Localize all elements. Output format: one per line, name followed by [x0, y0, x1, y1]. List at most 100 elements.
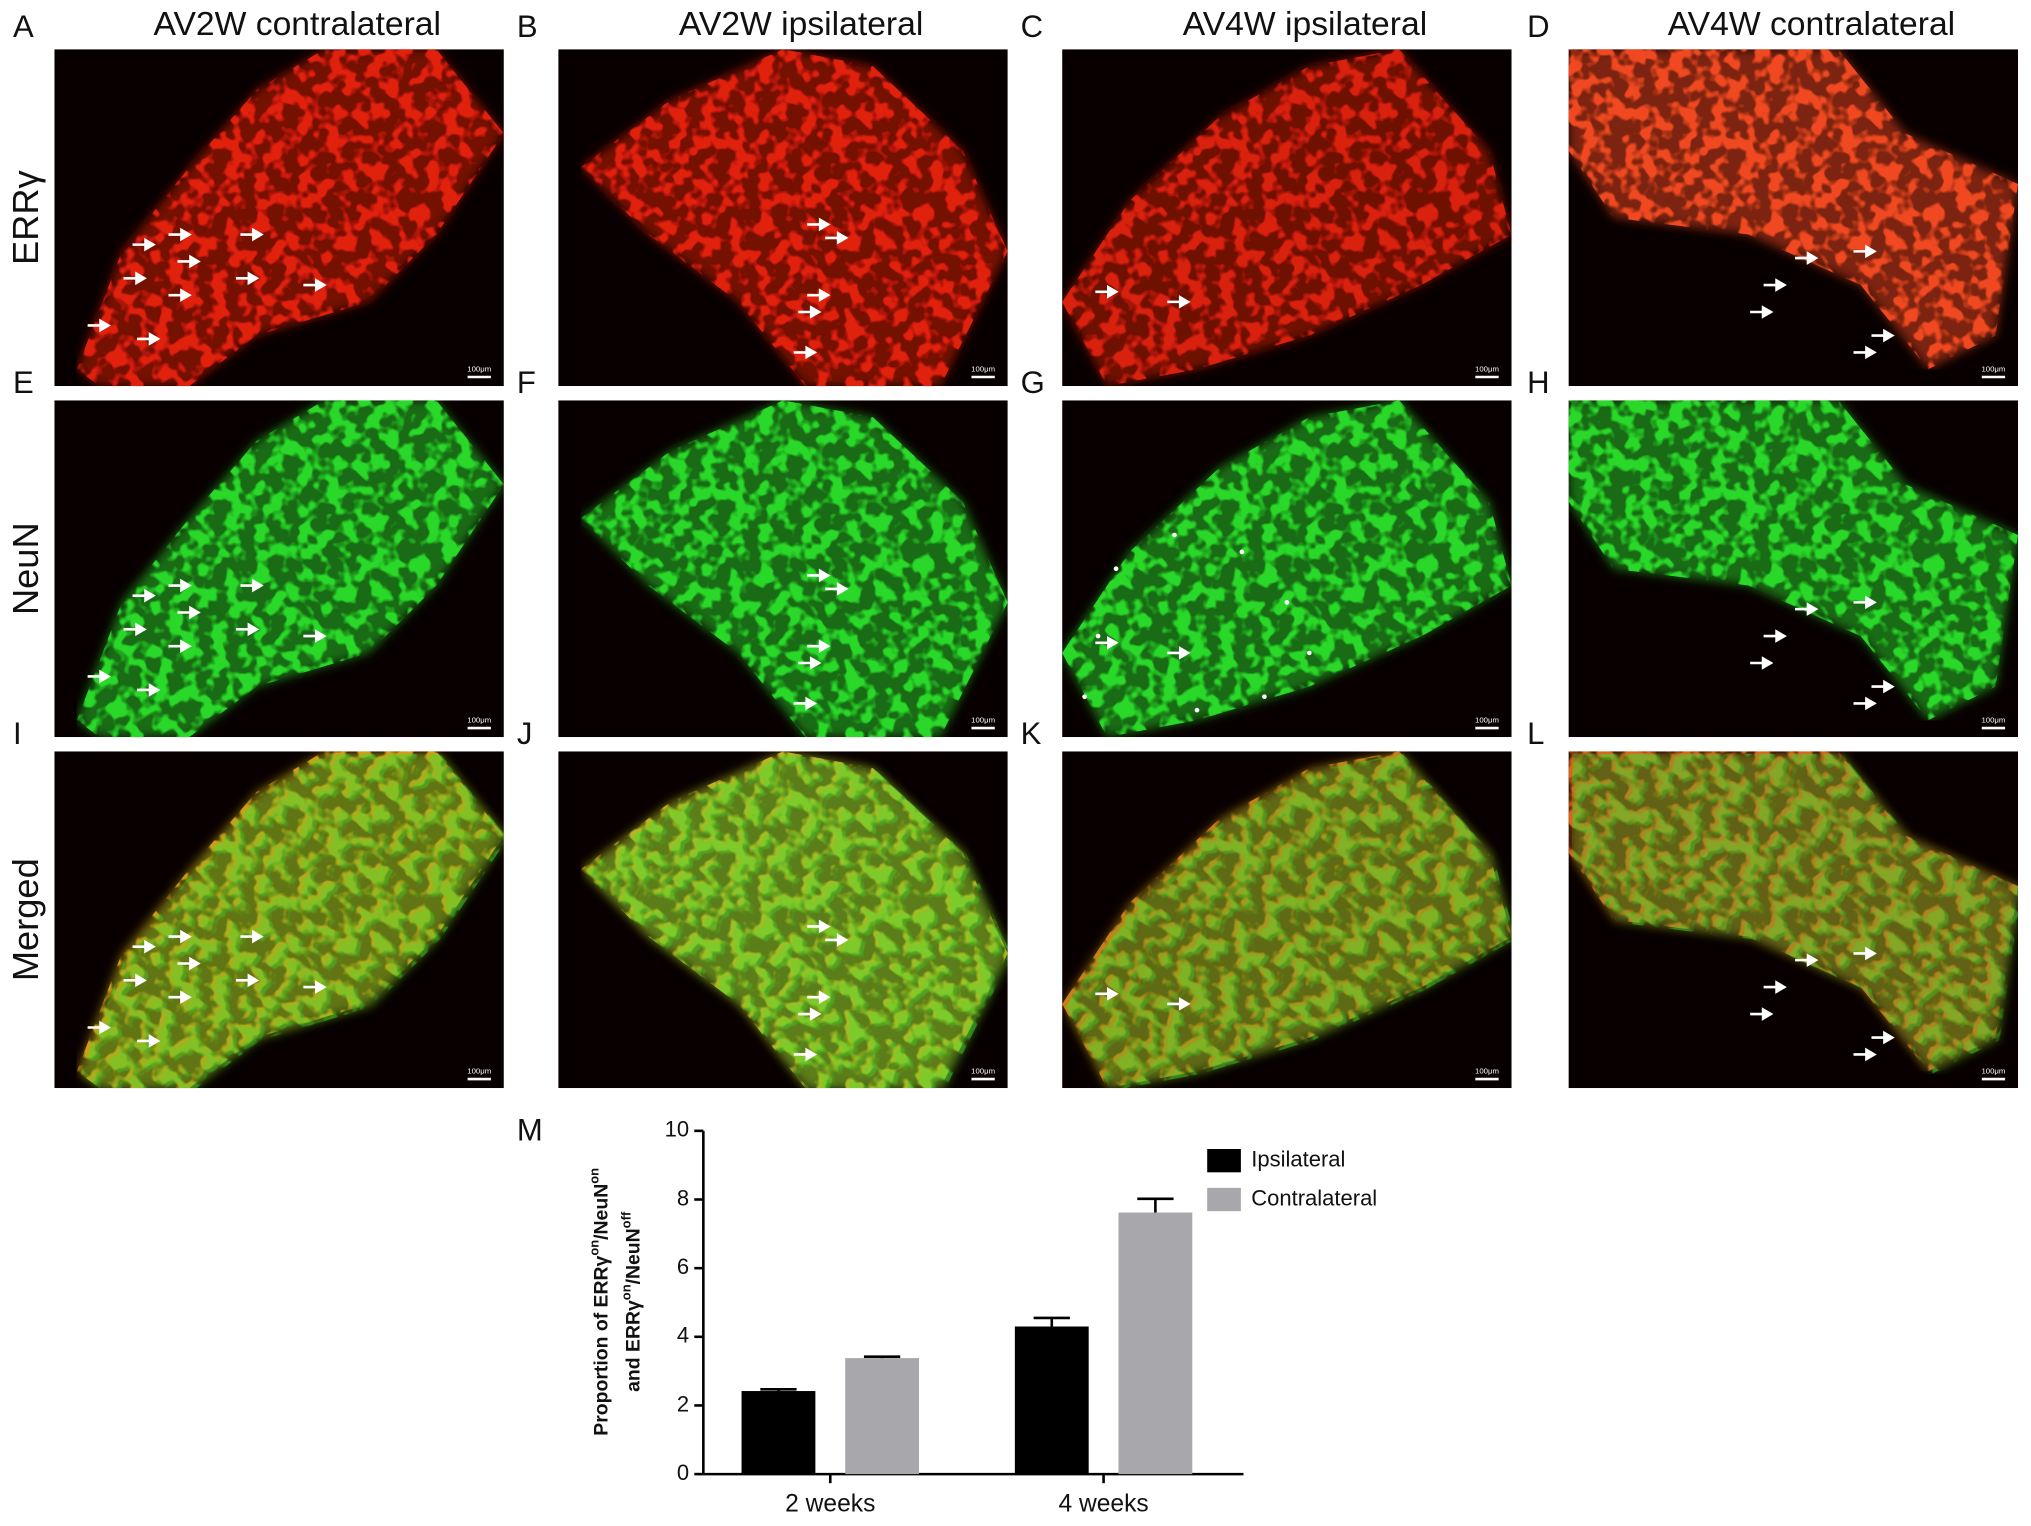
arrow	[798, 656, 822, 670]
arrow	[235, 622, 260, 637]
bar	[1014, 1326, 1089, 1475]
arrow	[303, 629, 327, 643]
tissue	[1568, 400, 2019, 721]
error-bar	[1033, 1316, 1070, 1327]
x-tick-label: 2 weeks	[785, 1491, 875, 1518]
y-tick-label: 6	[677, 1254, 689, 1279]
legend-label: Ipsilateral	[1251, 1146, 1345, 1171]
panel-label: M	[517, 1112, 543, 1147]
panel-label: D	[1527, 9, 1549, 44]
arrow	[1795, 953, 1819, 967]
arrow	[132, 939, 156, 954]
arrow	[793, 345, 818, 360]
tissue	[580, 400, 1008, 738]
y-axis-label-part: on	[619, 1284, 634, 1300]
y-axis-label-part: off	[619, 1211, 634, 1228]
error-bar	[863, 1355, 901, 1359]
tissue-green	[1572, 753, 2019, 1074]
arrow	[87, 1020, 111, 1035]
arrow	[87, 669, 111, 684]
micrograph: 100μm	[1062, 49, 1512, 387]
arrow	[137, 1034, 161, 1048]
panel-label: A	[13, 9, 34, 44]
arrow	[168, 227, 192, 242]
tissue-green	[584, 753, 1008, 1089]
panel-label: C	[1021, 9, 1043, 44]
micrograph: 100μm	[558, 49, 1008, 387]
micrograph: 100μm	[1062, 751, 1512, 1089]
panel-label: J	[517, 716, 533, 751]
arrow	[1853, 595, 1877, 610]
micrograph: 100μm	[54, 751, 504, 1089]
arrow	[1167, 295, 1191, 309]
arrow	[1853, 345, 1877, 360]
scale-bar-label: 100μm	[971, 715, 995, 724]
y-axis-label-part: on	[586, 1168, 601, 1184]
y-axis-label-part: /NeuN	[590, 1184, 612, 1240]
arrow	[807, 919, 831, 934]
micrograph: 100μm	[1568, 49, 2019, 387]
arrow	[1750, 1007, 1774, 1021]
panel-label: B	[517, 9, 538, 44]
arrow	[235, 973, 260, 988]
arrow	[1871, 328, 1895, 343]
y-axis-label-part: and ERRγ	[623, 1300, 645, 1392]
y-axis-label-part: on	[586, 1240, 601, 1256]
scale-bar-label: 100μm	[467, 1066, 491, 1075]
arrow	[235, 271, 260, 286]
tissue	[76, 49, 504, 387]
scale-bar-label: 100μm	[971, 364, 995, 373]
arrow	[1795, 251, 1819, 265]
panel-label: I	[13, 716, 22, 751]
arrow	[1871, 1030, 1895, 1045]
outline-dot	[1284, 600, 1290, 605]
y-tick-label: 2	[677, 1391, 689, 1416]
legend-swatch	[1207, 1187, 1241, 1212]
outline-dot	[1082, 694, 1087, 700]
arrow	[1763, 980, 1787, 994]
y-tick-label: 8	[677, 1185, 689, 1210]
scale-bar-label: 100μm	[1981, 364, 2005, 373]
error-bar	[1137, 1197, 1174, 1213]
arrow	[825, 231, 849, 245]
row-label: ERRγ	[5, 170, 46, 265]
column-title: AV2W contralateral	[154, 6, 441, 43]
arrow	[798, 305, 822, 319]
micrograph: 100μm	[1062, 400, 1512, 738]
x-tick-label: 4 weeks	[1058, 1491, 1148, 1518]
y-axis-label-part: Proportion of ERRγ	[590, 1255, 612, 1435]
scale-bar-label: 100μm	[467, 364, 491, 373]
arrow	[1871, 679, 1895, 694]
outline-dot	[1194, 707, 1200, 713]
arrow	[177, 956, 201, 971]
arrow	[825, 933, 849, 947]
arrow	[793, 696, 818, 711]
panel-label: K	[1021, 716, 1042, 751]
arrow	[240, 578, 264, 593]
arrow	[132, 588, 156, 603]
scale-bar-label: 100μm	[1981, 1066, 2005, 1075]
arrow	[240, 227, 264, 242]
arrow	[1795, 602, 1819, 616]
legend-swatch	[1207, 1148, 1241, 1173]
scale-bar-label: 100μm	[971, 1066, 995, 1075]
arrow	[168, 929, 192, 944]
arrow	[123, 622, 147, 637]
y-tick-label: 10	[665, 1117, 689, 1142]
panel-label: L	[1527, 716, 1544, 751]
arrow	[168, 578, 192, 593]
y-tick-label: 0	[677, 1460, 689, 1485]
arrow	[1853, 244, 1877, 259]
arrow	[137, 683, 161, 697]
arrow	[1763, 278, 1787, 292]
row-label: Merged	[5, 858, 46, 981]
arrow	[807, 217, 831, 232]
panel-label: F	[517, 365, 536, 400]
panel-label: H	[1527, 365, 1549, 400]
arrow	[87, 318, 111, 333]
column-title: AV4W contralateral	[1668, 6, 1955, 43]
error-bar	[760, 1388, 797, 1392]
micrograph: 100μm	[1568, 751, 2019, 1089]
column-title: AV2W ipsilateral	[679, 6, 923, 43]
